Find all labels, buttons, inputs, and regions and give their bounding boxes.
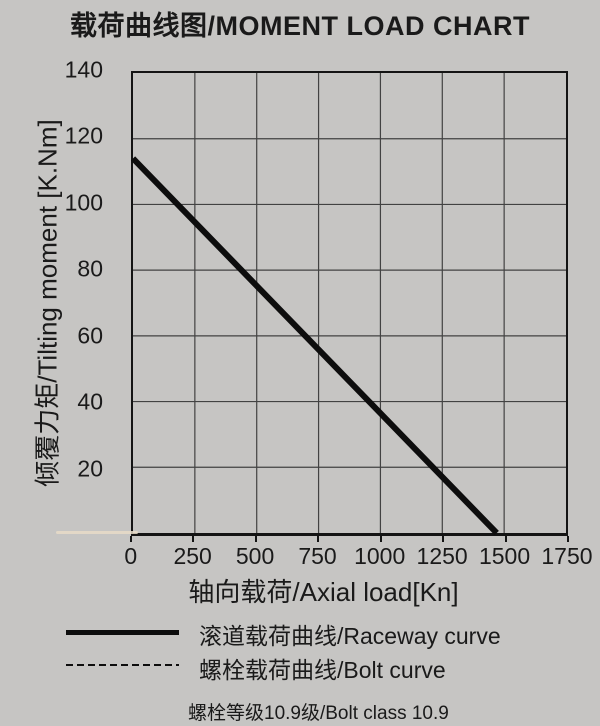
scan-artifact-streak: [56, 531, 138, 534]
chart-title: 载荷曲线图/MOMENT LOAD CHART: [70, 11, 530, 41]
plot-canvas: [133, 73, 566, 533]
x-tick-label: 1500: [478, 543, 531, 569]
x-axis-title: 轴向载荷/Axial load[Kn]: [188, 577, 459, 607]
y-tick-label: 60: [77, 322, 103, 349]
x-tick-label: 1250: [416, 543, 468, 569]
bolt-class-note: 螺栓等级10.9级/Bolt class 10.9: [188, 703, 449, 724]
x-tick-label: 500: [235, 543, 275, 569]
x-tick-label: 250: [173, 543, 212, 569]
x-tick-mark: [442, 536, 445, 542]
x-tick-mark: [567, 536, 569, 542]
y-tick-label: 40: [77, 388, 103, 415]
x-tick-label: 1750: [541, 543, 593, 569]
x-tick-label: 0: [124, 543, 138, 569]
y-tick-label: 80: [77, 255, 103, 282]
x-tick-mark: [317, 536, 320, 542]
y-tick-label: 20: [77, 454, 103, 481]
x-tick-mark: [130, 536, 132, 542]
bolt-curve-legend-label: 螺栓载荷曲线/Bolt curve: [199, 657, 446, 683]
y-tick-label: 140: [64, 56, 103, 83]
y-tick-label: 120: [64, 122, 103, 149]
raceway-curve-legend-label: 滚道载荷曲线/Raceway curve: [199, 623, 501, 649]
x-axis-tick-marks: [130, 536, 569, 542]
x-tick-mark: [192, 536, 195, 542]
y-axis-ticks: 140 120 100 80 60 40 20: [0, 56, 117, 536]
y-tick-label: 100: [64, 189, 103, 216]
raceway-curve: [133, 158, 497, 533]
x-axis-ticks: 0 250 500 750 1000 1250 1500 1750: [124, 543, 592, 571]
raceway-curve-legend-line: [66, 630, 179, 635]
plot-area: [131, 71, 568, 536]
x-tick-label: 750: [298, 543, 337, 569]
bolt-curve-legend-line: [66, 664, 179, 666]
x-tick-mark: [254, 536, 257, 542]
x-tick-label: 1000: [354, 543, 406, 569]
x-tick-mark: [379, 536, 382, 542]
x-tick-mark: [504, 536, 507, 542]
